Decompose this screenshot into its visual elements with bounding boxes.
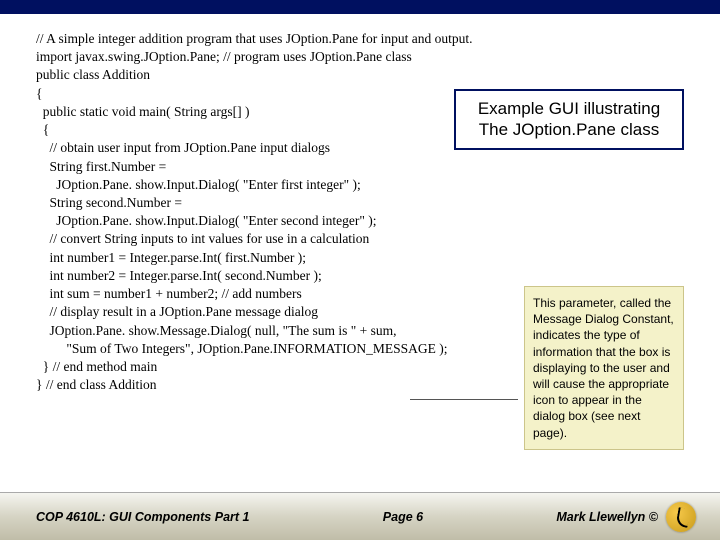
slide-footer: COP 4610L: GUI Components Part 1 Page 6 …	[0, 492, 720, 540]
code-line: String second.Number =	[36, 194, 684, 212]
code-line: public class Addition	[36, 66, 684, 84]
code-line: JOption.Pane. show.Input.Dialog( "Enter …	[36, 212, 684, 230]
callout-title-line: The JOption.Pane class	[464, 119, 674, 140]
code-line: JOption.Pane. show.Input.Dialog( "Enter …	[36, 176, 684, 194]
code-line: String first.Number =	[36, 158, 684, 176]
pointer-line	[410, 399, 518, 400]
footer-right-group: Mark Llewellyn ©	[556, 502, 696, 532]
callout-title-line: Example GUI illustrating	[464, 98, 674, 119]
callout-note-text: This parameter, called the Message Dialo…	[533, 296, 674, 440]
code-line: // A simple integer addition program tha…	[36, 30, 684, 48]
code-line: int number1 = Integer.parse.Int( first.N…	[36, 249, 684, 267]
code-line: import javax.swing.JOption.Pane; // prog…	[36, 48, 684, 66]
footer-right-text: Mark Llewellyn ©	[556, 510, 658, 524]
slide-content: // A simple integer addition program tha…	[0, 14, 720, 492]
footer-left: COP 4610L: GUI Components Part 1	[36, 510, 249, 524]
callout-note-box: This parameter, called the Message Dialo…	[524, 286, 684, 450]
top-accent-bar	[0, 0, 720, 14]
code-line: int number2 = Integer.parse.Int( second.…	[36, 267, 684, 285]
footer-center: Page 6	[249, 510, 556, 524]
callout-title-box: Example GUI illustrating The JOption.Pan…	[454, 89, 684, 150]
code-line: // convert String inputs to int values f…	[36, 230, 684, 248]
ucf-logo-icon	[666, 502, 696, 532]
